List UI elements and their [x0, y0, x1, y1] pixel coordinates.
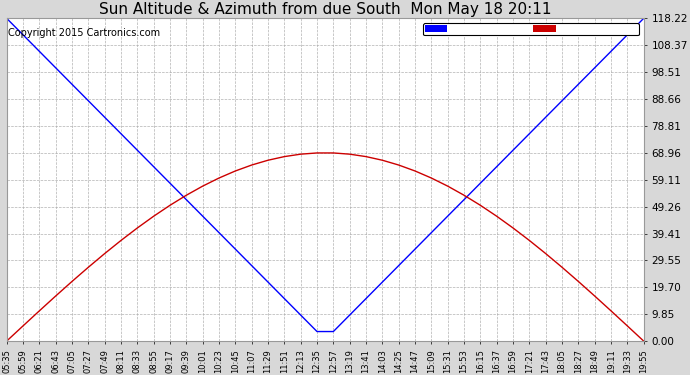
- Text: Copyright 2015 Cartronics.com: Copyright 2015 Cartronics.com: [8, 28, 160, 38]
- Title: Sun Altitude & Azimuth from due South  Mon May 18 20:11: Sun Altitude & Azimuth from due South Mo…: [99, 2, 551, 17]
- Legend: Azimuth (Angle °), Altitude (Angle °): Azimuth (Angle °), Altitude (Angle °): [423, 23, 639, 35]
